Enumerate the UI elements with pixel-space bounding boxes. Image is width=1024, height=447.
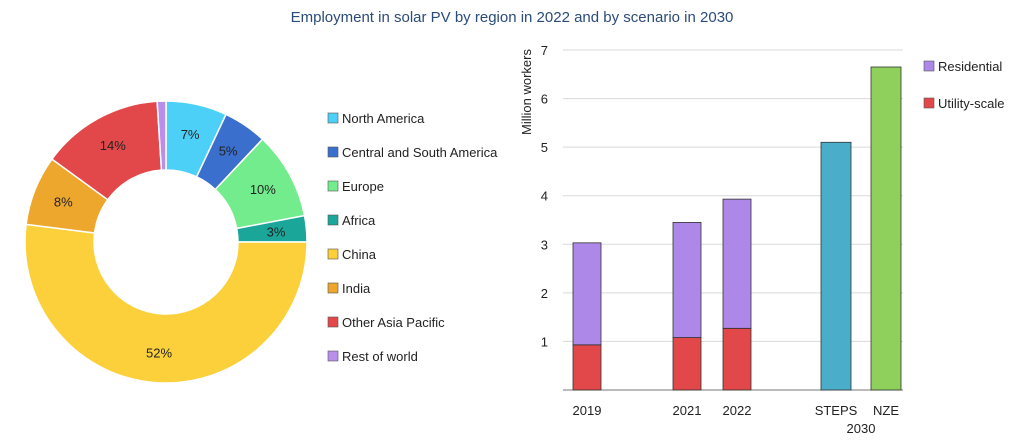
- slice-label-europe: 10%: [250, 182, 276, 197]
- y-tick-label: 2: [541, 286, 548, 301]
- x-tick-label-2021: 2021: [673, 403, 702, 418]
- y-tick-label: 4: [541, 189, 548, 204]
- legend-label-africa: Africa: [342, 213, 376, 228]
- slice-label-central-and-south-america: 5%: [219, 144, 238, 159]
- legend-swatch-india: [327, 282, 339, 294]
- x-tick-label-steps: STEPS: [815, 403, 858, 418]
- legend-swatch-utility-scale: [923, 97, 935, 109]
- legend-label-other-asia-pacific: Other Asia Pacific: [342, 315, 445, 330]
- donut-legend: North America Central and South America Eu…: [327, 111, 498, 364]
- slice-rest-of-world: [156, 100, 167, 171]
- legend-swatch-africa: [327, 214, 339, 226]
- slice-label-china: 52%: [146, 345, 172, 360]
- bar-residential-2021: [672, 222, 702, 338]
- legend-label-utility-scale: Utility-scale: [938, 96, 1004, 111]
- bar-utility-scale-2022: [722, 327, 752, 391]
- legend-swatch-other-asia-pacific: [327, 316, 339, 328]
- slice-label-other-asia-pacific: 14%: [100, 138, 126, 153]
- bar-utility-scale-2021: [672, 337, 702, 391]
- legend-label-europe: Europe: [342, 179, 384, 194]
- legend-swatch-europe: [327, 180, 339, 192]
- bar-scenario-nze: [870, 66, 902, 391]
- bar-legend: Residential Utility-scale: [923, 59, 1004, 111]
- figure-title: Employment in solar PV by region in 2022…: [290, 9, 734, 26]
- bar-x-ticks: 2019 2021 2022 STEPS NZE: [573, 403, 900, 418]
- legend-label-residential: Residential: [938, 59, 1002, 74]
- legend-swatch-residential: [923, 60, 935, 72]
- y-tick-label: 3: [541, 237, 548, 252]
- legend-label-central-and-south-america: Central and South America: [342, 145, 498, 160]
- y-axis-label: Million workers: [519, 49, 534, 135]
- donut-chart: 7% 5% 10% 3% 52% 8% 14% North America Central a…: [24, 100, 498, 384]
- donut-labels: 7% 5% 10% 3% 52% 8% 14%: [54, 127, 286, 360]
- y-tick-label: 5: [541, 140, 548, 155]
- x-tick-label-2019: 2019: [573, 403, 602, 418]
- legend-swatch-north-america: [327, 112, 339, 124]
- donut-slices: [24, 100, 308, 384]
- bar-residential-2019: [572, 242, 602, 346]
- x-group-label: 2030: [847, 421, 876, 436]
- x-tick-label-nze: NZE: [873, 403, 899, 418]
- bar-y-ticks: 1 2 3 4 5 6 7: [541, 43, 548, 349]
- slice-china: [24, 223, 308, 384]
- legend-label-north-america: North America: [342, 111, 425, 126]
- y-tick-label: 6: [541, 92, 548, 107]
- legend-label-india: India: [342, 281, 371, 296]
- y-tick-label: 7: [541, 43, 548, 58]
- legend-swatch-central-and-south-america: [327, 146, 339, 158]
- bar-scenario-steps: [820, 141, 852, 391]
- bar-rects: [572, 66, 902, 391]
- slice-label-north-america: 7%: [181, 127, 200, 142]
- slice-label-africa: 3%: [267, 225, 286, 240]
- legend-swatch-china: [327, 248, 339, 260]
- slice-label-india: 8%: [54, 194, 73, 209]
- bar-residential-2022: [722, 198, 752, 329]
- bar-utility-scale-2019: [572, 344, 602, 391]
- x-tick-label-2022: 2022: [723, 403, 752, 418]
- y-tick-label: 1: [541, 334, 548, 349]
- legend-swatch-rest-of-world: [327, 350, 339, 362]
- legend-label-rest-of-world: Rest of world: [342, 349, 418, 364]
- legend-label-china: China: [342, 247, 377, 262]
